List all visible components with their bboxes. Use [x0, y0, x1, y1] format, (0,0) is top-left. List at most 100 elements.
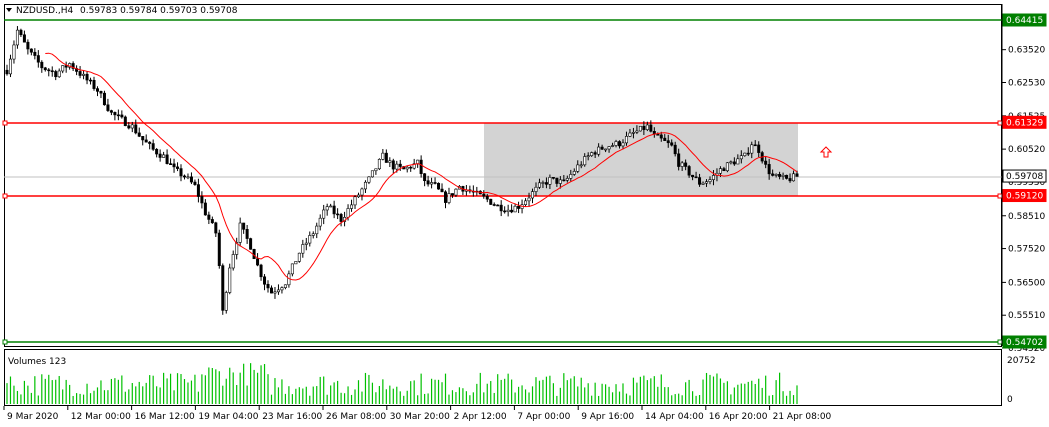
candle[interactable]	[162, 151, 166, 158]
collapse-triangle-icon[interactable]	[6, 8, 12, 12]
candle[interactable]	[391, 158, 395, 174]
candle[interactable]	[739, 150, 743, 164]
candle[interactable]	[210, 216, 214, 224]
candle[interactable]	[444, 190, 448, 209]
candle[interactable]	[92, 76, 96, 91]
candle[interactable]	[513, 203, 517, 213]
candle[interactable]	[485, 193, 489, 203]
candle[interactable]	[638, 125, 642, 132]
candle[interactable]	[597, 143, 601, 157]
candle[interactable]	[113, 111, 117, 121]
candle[interactable]	[141, 136, 145, 146]
time-axis[interactable]: 9 Mar 2020 12 Mar 00:00 16 Mar 12:00 19 Mar…	[3, 406, 832, 422]
tag-range-top[interactable]: 0.61329	[1002, 115, 1047, 129]
candle[interactable]	[753, 140, 757, 147]
candle[interactable]	[33, 48, 37, 60]
candle[interactable]	[332, 200, 336, 219]
candle[interactable]	[708, 176, 712, 185]
candle[interactable]	[158, 149, 162, 162]
candle[interactable]	[771, 169, 775, 177]
candle[interactable]	[329, 203, 333, 208]
candle[interactable]	[450, 193, 454, 198]
candle[interactable]	[503, 206, 507, 214]
candle[interactable]	[569, 169, 573, 182]
candle[interactable]	[283, 284, 287, 290]
candle[interactable]	[179, 164, 183, 182]
candle[interactable]	[384, 149, 388, 163]
candle[interactable]	[426, 175, 430, 187]
candle[interactable]	[189, 172, 193, 185]
candle[interactable]	[123, 115, 127, 127]
candle[interactable]	[785, 174, 789, 180]
candle[interactable]	[151, 139, 155, 151]
candle[interactable]	[367, 176, 371, 185]
candle[interactable]	[165, 149, 169, 165]
candle[interactable]	[635, 125, 639, 135]
candle[interactable]	[54, 69, 58, 81]
candle[interactable]	[510, 204, 514, 214]
candle[interactable]	[673, 141, 677, 157]
candle[interactable]	[186, 173, 190, 180]
tag-range-bottom[interactable]: 0.59120	[1002, 189, 1047, 203]
candle[interactable]	[663, 134, 667, 141]
candle[interactable]	[611, 142, 615, 148]
candle[interactable]	[680, 161, 684, 171]
candle[interactable]	[447, 187, 451, 205]
candle[interactable]	[621, 139, 625, 150]
candle[interactable]	[5, 64, 9, 76]
candle[interactable]	[687, 165, 691, 178]
candle[interactable]	[579, 161, 583, 169]
candle[interactable]	[711, 170, 715, 186]
candle[interactable]	[304, 237, 308, 251]
tag-resistance-high[interactable]: 0.64415	[1002, 13, 1047, 27]
candle[interactable]	[43, 66, 47, 72]
candle[interactable]	[228, 263, 232, 295]
candle[interactable]	[593, 150, 597, 159]
candle[interactable]	[705, 179, 709, 187]
candle[interactable]	[207, 211, 211, 225]
candle[interactable]	[670, 139, 674, 147]
candle[interactable]	[691, 174, 695, 181]
candle[interactable]	[61, 65, 65, 74]
candle[interactable]	[130, 121, 134, 133]
candle[interactable]	[489, 198, 493, 205]
candle[interactable]	[26, 39, 30, 55]
candle[interactable]	[256, 253, 260, 267]
candle[interactable]	[235, 237, 239, 260]
candle[interactable]	[572, 168, 576, 176]
candle[interactable]	[659, 131, 663, 142]
candle[interactable]	[778, 171, 782, 180]
candle[interactable]	[263, 274, 267, 291]
candle[interactable]	[280, 286, 284, 294]
candle[interactable]	[238, 217, 242, 247]
candle[interactable]	[732, 157, 736, 166]
candle[interactable]	[325, 203, 329, 216]
candle[interactable]	[134, 119, 138, 135]
candle[interactable]	[221, 263, 225, 315]
tag-support-low[interactable]: 0.54702	[1002, 335, 1047, 349]
candle[interactable]	[322, 204, 326, 225]
candle[interactable]	[534, 182, 538, 197]
candle[interactable]	[430, 177, 434, 189]
candle[interactable]	[743, 152, 747, 157]
candle[interactable]	[290, 263, 294, 277]
candle[interactable]	[729, 160, 733, 165]
candle[interactable]	[266, 280, 270, 293]
tag-current-price[interactable]: 0.59708	[1002, 169, 1047, 183]
candle[interactable]	[82, 70, 86, 80]
candle[interactable]	[224, 290, 228, 314]
candle[interactable]	[558, 176, 562, 189]
candle[interactable]	[169, 158, 173, 165]
candle[interactable]	[259, 263, 263, 281]
candle[interactable]	[781, 172, 785, 180]
candle[interactable]	[736, 154, 740, 165]
candle[interactable]	[590, 151, 594, 157]
volumes-panel[interactable]	[4, 349, 1002, 406]
candle[interactable]	[405, 165, 409, 173]
candle[interactable]	[144, 134, 148, 143]
candle[interactable]	[155, 148, 159, 158]
candle[interactable]	[642, 121, 646, 136]
level-handle-0.54702[interactable]	[2, 339, 8, 345]
candle[interactable]	[722, 166, 726, 172]
